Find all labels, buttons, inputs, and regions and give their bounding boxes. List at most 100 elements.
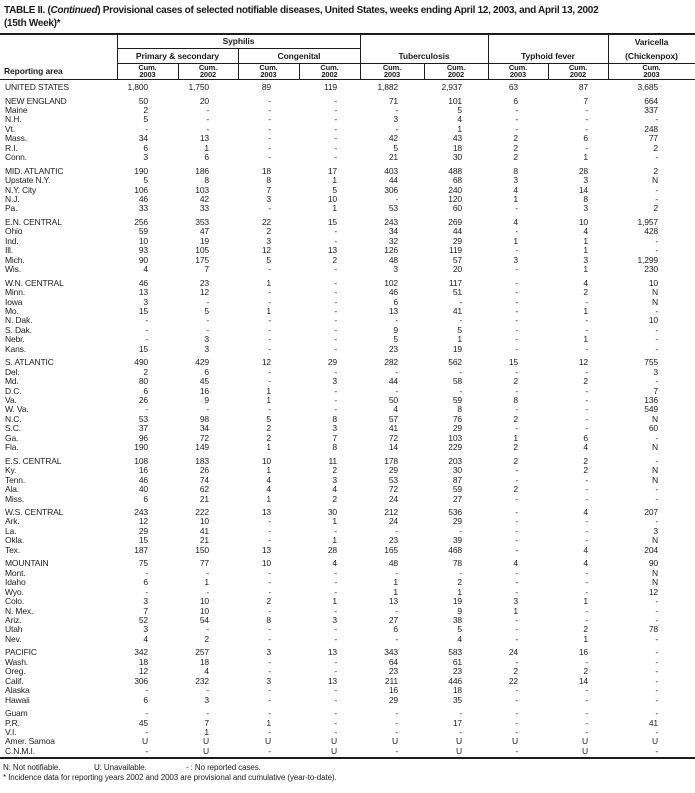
cum-year: 2003 [509,69,527,79]
col-divider [360,33,361,79]
value-cell: 256 [134,216,148,227]
value-cell: 2 [653,165,658,176]
value-cell: 343 [384,647,398,658]
table-row: Ohio 59 47 2 - 34 44 - 4 428 [0,226,695,237]
table-group: UNITED STATES 1,800 1,750 89 119 1,882 2,937 63… [0,82,695,92]
value-cell: N [652,175,658,186]
value-cell: - [268,343,271,354]
value-cell: U [582,736,588,747]
table-row: UNITED STATES 1,800 1,750 89 119 1,882 2,937 63… [0,82,695,92]
value-cell: 10 [648,277,658,288]
subheader-underline [117,63,695,64]
value-cell: 93 [138,245,148,256]
value-cell: 12 [138,666,148,677]
value-cell: 165 [384,544,398,555]
table-row: Pa. 33 33 - 1 53 60 - 3 2 [0,203,695,214]
value-cell: 4 [583,442,588,453]
cum-label: Cum. [138,62,157,72]
value-cell: 6 [143,142,148,153]
value-cell: 243 [134,507,148,518]
value-cell: 20 [199,95,209,106]
col-divider [299,63,300,79]
value-cell: 12 [261,245,271,256]
table-row: W.S. CENTRAL 243 222 13 30 212 536 - 4 207 [0,507,695,518]
value-cell: 7 [204,717,209,728]
value-cell: 2 [583,376,588,387]
value-cell: 72 [199,432,209,443]
value-cell: - [585,404,588,415]
table-row: Wis. 4 7 - - 3 20 - 1 230 [0,264,695,274]
value-cell: 248 [644,123,658,134]
cum-year: 2003 [643,69,660,79]
value-cell: 12 [648,586,658,597]
value-cell: 47 [199,226,209,237]
table-row: Fla. 190 149 1 8 14 229 2 4 N [0,442,695,453]
value-cell: 3 [653,525,658,536]
value-cell: 6 [393,296,398,307]
value-cell: - [145,404,148,415]
value-cell: 2 [266,596,271,607]
value-cell: 3 [332,474,337,485]
value-cell: 126 [384,245,398,256]
reporting-area-cell: Nev. [5,633,22,644]
value-cell: 190 [134,442,148,453]
value-cell: 1 [266,442,271,453]
value-cell: - [515,745,518,756]
value-cell: - [268,334,271,345]
value-cell: - [268,605,271,616]
value-cell: 1 [583,633,588,644]
value-cell: 53 [388,203,398,214]
value-cell: 353 [195,216,209,227]
value-cell: 2,937 [441,82,462,92]
value-cell: - [145,745,148,756]
cum-header-cell: Cum. 2002 [299,63,360,79]
value-cell: - [585,142,588,153]
value-cell: 136 [644,395,658,406]
value-cell: - [334,235,337,246]
value-cell: 5 [143,175,148,186]
value-cell: - [334,586,337,597]
value-cell: - [395,385,398,396]
value-cell: - [395,525,398,536]
value-cell: 3 [653,366,658,377]
value-cell: - [515,203,518,214]
value-cell: 5 [204,306,209,316]
value-cell: 46 [138,277,148,288]
value-cell: 2 [513,152,518,163]
reporting-area-cell: La. [5,525,17,536]
value-cell: 23 [388,666,398,677]
value-cell: 3 [583,175,588,186]
value-cell: 8 [266,614,271,625]
value-cell: N [652,465,658,476]
value-cell: - [585,123,588,134]
value-cell: 10 [261,558,271,569]
value-cell: 4 [457,114,462,125]
value-cell: - [268,287,271,298]
value-cell: 30 [327,507,337,518]
value-cell: 19 [452,596,462,607]
header-reporting-area: Reporting area [4,66,63,76]
value-cell: 468 [448,544,462,555]
value-cell: 78 [648,624,658,635]
value-cell: 29 [388,694,398,705]
value-cell: 2 [266,432,271,443]
value-cell: 14 [578,184,588,195]
value-cell: - [334,334,337,345]
reporting-area-cell: Ark. [5,516,20,527]
value-cell: - [334,525,337,536]
value-cell: 21 [388,152,398,163]
value-cell: - [268,104,271,115]
value-cell: 23 [452,666,462,677]
value-cell: - [395,104,398,115]
value-cell: 229 [448,442,462,453]
value-cell: 1 [513,432,518,443]
value-cell: 103 [195,184,209,195]
value-cell: - [515,315,518,326]
value-cell: - [395,194,398,204]
reporting-area-cell: Ill. [5,245,13,256]
value-cell: - [145,567,148,578]
table-row: Alaska - - - - 16 18 - - - [0,685,695,695]
reporting-area-cell: Upstate N.Y. [5,175,51,186]
value-cell: - [655,726,658,737]
value-cell: 59 [452,484,462,495]
